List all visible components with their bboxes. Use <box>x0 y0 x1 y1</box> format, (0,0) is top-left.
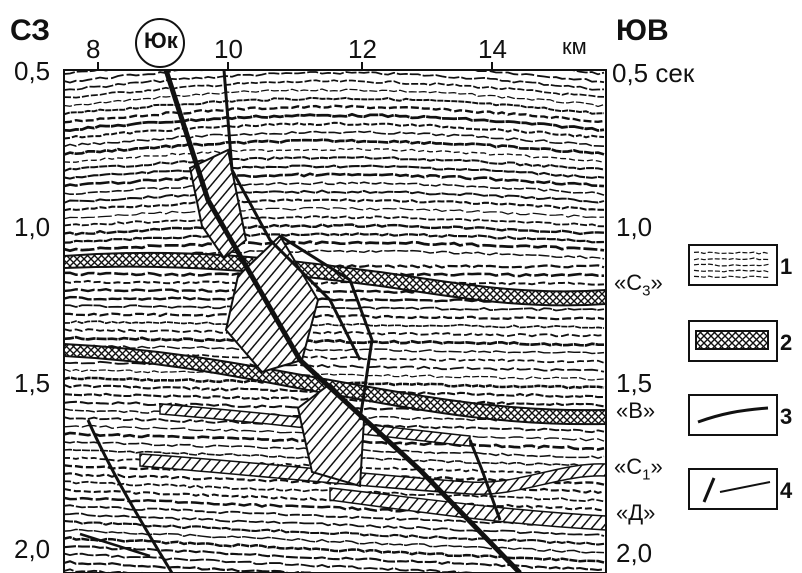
seismic-trace <box>64 130 605 148</box>
x-tick-14: 14 <box>478 34 507 64</box>
section-frame <box>63 69 607 573</box>
y-left-tick-1-5: 1,5 <box>14 368 51 398</box>
legend-item-3-box <box>688 394 778 436</box>
legend-item-1-box <box>688 244 778 286</box>
well-label: Юк <box>144 28 178 53</box>
seismic-trace <box>64 138 605 156</box>
fault-3 <box>279 234 374 421</box>
seismic-trace <box>64 112 605 132</box>
legend-texture-line <box>693 257 770 261</box>
horizon-label-d: «Д» <box>616 500 656 525</box>
seismic-texture-icon <box>693 251 770 279</box>
horizon-d-band <box>329 487 606 531</box>
seismic-trace <box>64 416 605 434</box>
y-left-tick-0-5: 0,5 <box>14 56 51 86</box>
seismic-trace <box>64 320 605 329</box>
x-tick-10: 10 <box>214 34 243 64</box>
seismic-trace <box>64 70 605 84</box>
y-left-tick-1-0: 1,0 <box>14 212 51 242</box>
y-right-tick-0-5: 0,5 сек <box>612 58 695 88</box>
seismic-trace <box>64 335 605 347</box>
legend-texture-line <box>693 263 770 267</box>
seismic-trace <box>64 172 605 188</box>
seismic-trace <box>64 198 605 212</box>
main-fault <box>163 70 522 573</box>
fault-5 <box>468 439 502 521</box>
seismic-trace <box>64 121 605 140</box>
seismic-trace <box>64 96 605 116</box>
top-axis-ticks <box>97 62 493 70</box>
seismic-trace <box>64 263 605 269</box>
fault-4 <box>86 419 174 573</box>
seismic-trace <box>64 560 347 573</box>
legend-item-2-number: 2 <box>780 330 793 355</box>
legend-texture-line <box>693 269 770 273</box>
seismic-trace <box>64 71 605 91</box>
legend-texture-line <box>693 251 770 255</box>
seismic-trace <box>64 104 605 124</box>
seismic-trace <box>64 79 605 99</box>
seismic-trace <box>64 512 605 537</box>
x-unit: км <box>562 34 587 59</box>
x-tick-12: 12 <box>348 34 377 64</box>
seismic-trace <box>64 181 605 196</box>
seismic-trace <box>64 232 605 244</box>
fault-6 <box>79 532 151 558</box>
reflector-band-icon <box>695 330 769 350</box>
seismic-trace <box>64 147 605 164</box>
fault-block-lower <box>296 382 366 488</box>
horizon-label-b: «В» <box>616 398 656 423</box>
seismic-trace <box>64 189 605 204</box>
legend-texture-line <box>693 275 769 279</box>
seismic-trace <box>64 344 605 355</box>
seismic-trace <box>64 240 605 253</box>
seismic-trace <box>64 552 504 573</box>
seismic-trace <box>64 223 605 236</box>
fault-2 <box>222 70 362 361</box>
well-circle <box>135 18 185 68</box>
legend-item-4-box <box>688 468 778 510</box>
seismic-trace <box>64 519 605 546</box>
y-right-tick-2-0: 2,0 <box>616 538 653 568</box>
legend-item-1-number: 1 <box>780 254 793 279</box>
horizon-label-c1: «С1» <box>614 454 663 484</box>
seismic-trace <box>64 164 605 180</box>
seismic-trace <box>64 206 605 220</box>
seismic-trace <box>64 504 605 528</box>
seismic-trace <box>64 88 605 108</box>
y-right-tick-1-0: 1,0 <box>616 212 653 242</box>
seismic-trace <box>64 528 605 554</box>
seismic-trace <box>64 312 605 321</box>
seismic-trace <box>64 155 605 173</box>
seismic-trace <box>64 279 605 286</box>
seismic-trace <box>64 328 605 338</box>
y-right-tick-1-5: 1,5 <box>616 368 653 398</box>
legend-item-3-number: 3 <box>780 404 793 429</box>
seismic-trace <box>64 440 605 460</box>
fault-line-icon <box>702 477 771 503</box>
legend-item-4-number: 4 <box>780 478 793 503</box>
seismic-trace <box>64 368 605 381</box>
y-left-tick-2-0: 2,0 <box>14 534 51 564</box>
horizon-label-c3: «С3» <box>614 270 663 300</box>
x-tick-8: 8 <box>86 34 101 64</box>
horizon-line-icon <box>697 406 769 424</box>
corner-label-se: ЮВ <box>616 14 669 47</box>
seismic-trace <box>64 215 605 228</box>
legend-item-2-box <box>688 320 778 362</box>
corner-label-nw: СЗ <box>10 14 51 47</box>
